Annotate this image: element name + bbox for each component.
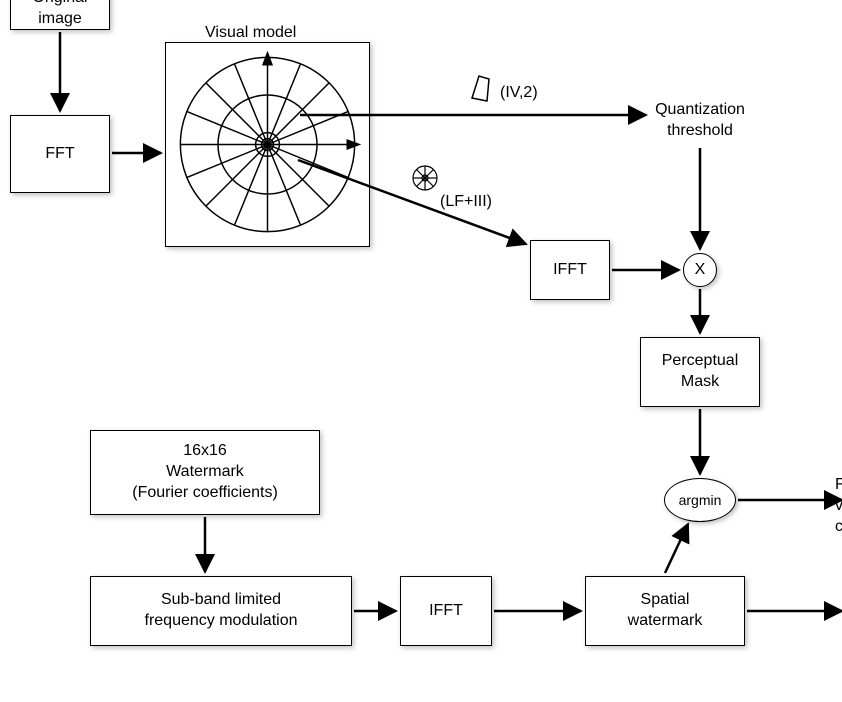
multiply-x-label: X bbox=[695, 261, 706, 279]
right-cut-fragment: Fvc bbox=[835, 475, 842, 537]
ifft-top-box: IFFT bbox=[530, 240, 610, 300]
original-image-label: Originalimage bbox=[32, 0, 87, 30]
visual-model-title: Visual model bbox=[205, 23, 296, 44]
original-image-box: Originalimage bbox=[10, 0, 110, 30]
subband-box: Sub-band limitedfrequency modulation bbox=[90, 576, 352, 646]
subband-label: Sub-band limitedfrequency modulation bbox=[145, 590, 298, 632]
quantization-label: Quantizationthreshold bbox=[650, 100, 750, 142]
lf3-annotation: (LF+III) bbox=[440, 192, 492, 213]
perceptual-mask-box: PerceptualMask bbox=[640, 337, 760, 407]
visual-model-box bbox=[165, 42, 370, 247]
fft-label: FFT bbox=[45, 144, 74, 165]
iv2-annotation: (IV,2) bbox=[500, 83, 538, 104]
ifft-top-label: IFFT bbox=[553, 260, 587, 281]
argmin-node: argmin bbox=[664, 478, 736, 522]
spatial-watermark-box: Spatialwatermark bbox=[585, 576, 745, 646]
fft-box: FFT bbox=[10, 115, 110, 193]
argmin-label: argmin bbox=[679, 492, 722, 508]
perceptual-mask-label: PerceptualMask bbox=[662, 351, 739, 393]
ifft-bottom-label: IFFT bbox=[429, 601, 463, 622]
cortex-wheel-icon bbox=[166, 42, 369, 247]
spatial-watermark-label: Spatialwatermark bbox=[628, 590, 703, 632]
ifft-bottom-box: IFFT bbox=[400, 576, 492, 646]
watermark-16x16-box: 16x16Watermark(Fourier coefficients) bbox=[90, 430, 320, 515]
multiply-x-node: X bbox=[683, 253, 717, 287]
watermark-16x16-label: 16x16Watermark(Fourier coefficients) bbox=[132, 441, 278, 503]
